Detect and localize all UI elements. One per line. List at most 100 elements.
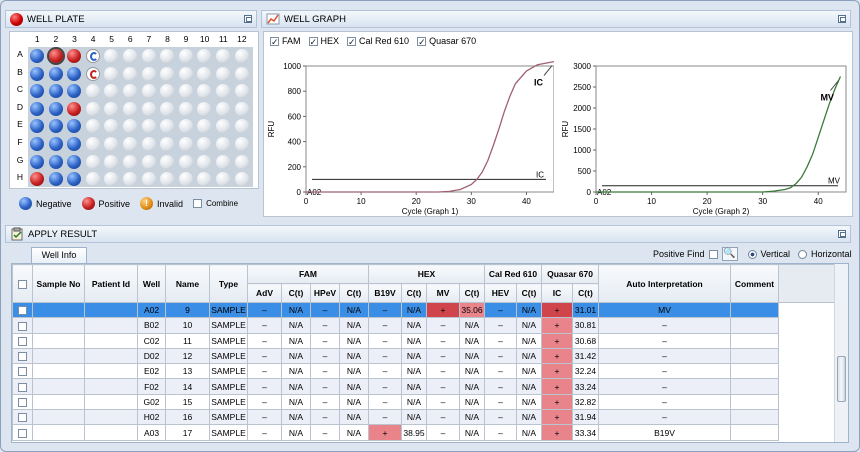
well-G7[interactable] [141,154,156,169]
plate-row-H[interactable]: H [16,172,24,183]
channel-checkbox[interactable] [270,36,279,46]
plate-row-E[interactable]: E [17,119,23,130]
channel-checkbox[interactable] [417,36,427,46]
plate-row-G[interactable]: G [16,154,24,165]
well-A2[interactable] [48,49,63,63]
table-row[interactable]: E02 13 SAMPLE – N/A – N/A – N/A – N/A – N/A +32.24– [12,363,837,380]
col-sample-no[interactable]: Sample No [32,264,85,303]
plate-col-7[interactable]: 7 [146,34,152,44]
well-H11[interactable] [216,172,230,187]
table-row[interactable]: F02 14 SAMPLE – N/A – N/A – N/A – N/A – N/A +33.24– [12,378,837,395]
well-F12[interactable] [234,137,249,151]
well-F4[interactable] [85,137,100,151]
well-G5[interactable] [104,154,119,169]
well-E11[interactable] [216,119,230,134]
well-B5[interactable] [104,66,119,81]
well-A6[interactable] [123,49,137,63]
well-H5[interactable] [104,172,119,187]
well-H9[interactable] [178,172,193,187]
well-H4[interactable] [85,172,100,187]
well-B12[interactable] [234,66,249,81]
col-ct[interactable]: C(t) [401,283,427,303]
well-G4[interactable] [85,154,100,169]
well-B2[interactable] [48,66,63,81]
col-hpev[interactable]: HPeV [310,283,340,303]
col-ct[interactable]: C(t) [572,283,599,303]
well-F7[interactable] [141,137,156,151]
well-F8[interactable] [160,137,175,151]
well-A11[interactable] [216,49,230,63]
plate-row-B[interactable]: B [17,66,23,77]
well-A9[interactable] [178,49,193,63]
col-mv[interactable]: MV [426,283,460,303]
well-E9[interactable] [178,119,193,134]
well-H10[interactable] [197,172,212,187]
well-C2[interactable] [48,84,63,99]
well-D12[interactable] [234,101,249,116]
row-checkbox[interactable] [12,317,33,334]
well-C3[interactable] [67,84,82,99]
table-row[interactable]: D02 12 SAMPLE – N/A – N/A – N/A – N/A – N/A +31.42– [12,347,837,365]
restore-icon[interactable] [244,15,252,23]
col-ct[interactable]: C(t) [339,283,369,303]
well-H6[interactable] [123,172,137,187]
well-B6[interactable] [123,66,137,81]
tab-well-info[interactable]: Well Info [31,247,87,263]
well-E1[interactable] [30,119,44,134]
well-H7[interactable] [141,172,156,187]
well-H12[interactable] [234,172,249,187]
well-E4[interactable] [85,119,100,134]
well-B7[interactable] [141,66,156,81]
col-type[interactable]: Type [209,264,248,303]
horizontal-radio[interactable] [798,249,808,259]
plate-col-5[interactable]: 5 [109,34,115,44]
well-G3[interactable] [67,154,82,169]
plate-row-F[interactable]: F [17,137,23,147]
plate-col-6[interactable]: 6 [127,34,133,44]
col-adv[interactable]: AdV [247,283,282,303]
col-name[interactable]: Name [165,264,210,303]
col-ct[interactable]: C(t) [459,283,485,303]
well-C7[interactable] [141,84,156,99]
well-E7[interactable] [141,119,156,134]
well-C11[interactable] [216,84,230,99]
well-A10[interactable] [197,49,212,63]
well-C10[interactable] [197,84,212,99]
combine-checkbox[interactable] [193,199,203,208]
positive-find-checkbox[interactable] [708,249,718,259]
well-D7[interactable] [141,101,156,116]
well-G6[interactable] [123,154,137,169]
well-A5[interactable] [104,49,119,63]
well-D4[interactable] [85,101,100,116]
row-checkbox[interactable] [12,301,33,319]
well-E3[interactable] [67,119,82,134]
well-A8[interactable] [160,49,175,63]
plate-row-C[interactable]: C [16,84,24,95]
well-E12[interactable] [234,119,249,134]
table-row[interactable]: G02 15 SAMPLE – N/A – N/A – N/A – N/A – N/A +32.82– [12,393,837,411]
well-E8[interactable] [160,119,175,134]
well-C8[interactable] [160,84,175,99]
well-G2[interactable] [48,154,63,169]
well-A4[interactable] [85,49,100,63]
search-icon[interactable]: 🔍 [721,247,738,261]
well-H3[interactable] [67,172,82,187]
channel-hex[interactable]: HEX [308,36,339,46]
well-A7[interactable] [141,49,156,63]
well-D3[interactable] [67,101,82,116]
plate-col-1[interactable]: 1 [34,34,40,44]
well-H8[interactable] [160,172,175,187]
plate-col-4[interactable]: 4 [90,34,96,44]
plate-col-12[interactable]: 12 [237,34,247,44]
well-B10[interactable] [197,66,212,81]
plate-col-8[interactable]: 8 [165,34,170,44]
row-checkbox[interactable] [12,332,33,349]
table-row[interactable]: A03 17 SAMPLE – N/A – N/A +38.95– N/A – N/A +33.34 B… [12,424,837,441]
col-ct[interactable]: C(t) [516,283,542,303]
table-row[interactable]: H02 16 SAMPLE – N/A – N/A – N/A – N/A – N/A +31.94– [12,409,837,426]
channel-checkbox[interactable] [308,36,318,46]
row-checkbox[interactable] [12,409,33,426]
vertical-radio[interactable] [747,249,757,259]
col-auto-interpretation[interactable]: Auto Interpretation [598,264,731,303]
vertical-scrollbar[interactable] [834,264,848,442]
